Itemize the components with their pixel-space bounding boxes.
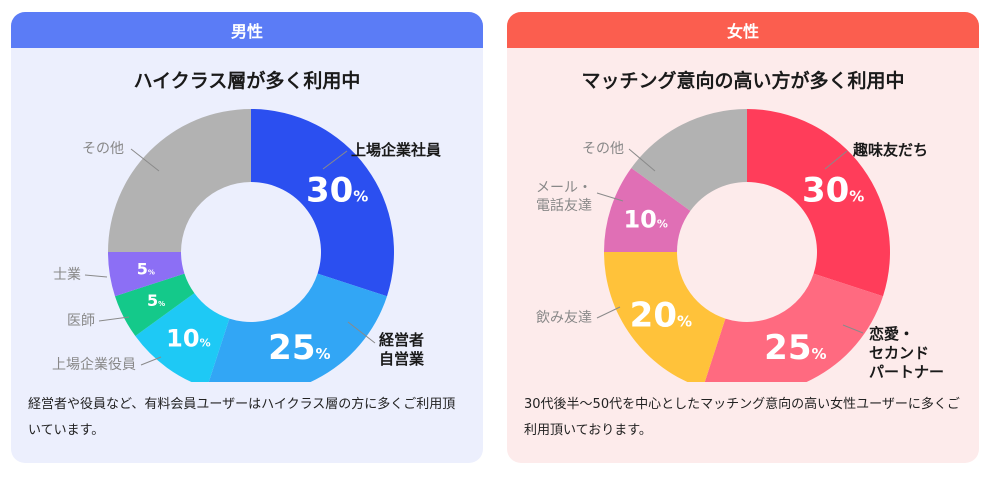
leader-line xyxy=(140,356,162,366)
slice-category-label: 飲み友達 xyxy=(536,310,592,326)
slice-category-label: その他 xyxy=(82,141,124,157)
leader-line xyxy=(98,316,130,322)
donut-slice xyxy=(631,109,747,211)
slice-percent-label: 5% xyxy=(147,291,165,310)
female-donut-chart: 30% 趣味友だち 25% 恋愛・セカンドパートナー 20% 飲み友達 10% メール・電話友… xyxy=(536,109,944,382)
donut-slice xyxy=(208,273,388,382)
slice-percent-label: 25% xyxy=(268,328,330,368)
female-description: 30代後半〜50代を中心としたマッチング意向の高い女性ユーザーに多くご利用頂いて… xyxy=(524,397,960,438)
donut-slice xyxy=(604,167,691,252)
leader-line xyxy=(842,324,864,334)
donut-slice xyxy=(747,109,890,297)
leader-line xyxy=(628,148,656,172)
slice-percent-label: 5% xyxy=(137,259,155,278)
slice-percent-label: 25% xyxy=(764,328,826,368)
leader-line xyxy=(130,148,160,172)
leader-line xyxy=(322,150,348,170)
male-chart-title: ハイクラス層が多く利用中 xyxy=(133,70,361,92)
slice-category-label: その他 xyxy=(582,141,624,157)
donut-slice xyxy=(704,273,884,382)
donut-slice xyxy=(604,252,726,382)
leader-line xyxy=(84,274,108,278)
donut-slice xyxy=(108,252,185,297)
slice-category-label: 医師 xyxy=(67,313,95,329)
slice-percent-label: 20% xyxy=(630,295,692,335)
slice-category-label: 士業 xyxy=(53,267,81,283)
slice-category-label: 恋愛・セカンドパートナー xyxy=(869,325,944,381)
slice-category-label: 上場企業社員 xyxy=(351,141,441,159)
male-card: 男性 ハイクラス層が多く利用中 30% 上場企業社員 25% 経営者自営業 10% 上場企… xyxy=(11,12,483,463)
leader-line xyxy=(596,192,624,202)
slice-percent-label: 10% xyxy=(166,325,210,353)
slice-percent-label: 30% xyxy=(306,170,368,210)
donut-slice xyxy=(251,109,394,297)
leader-line xyxy=(824,150,848,170)
male-header: 男性 xyxy=(11,12,483,48)
leader-line xyxy=(596,306,621,319)
female-card: 女性 マッチング意向の高い方が多く利用中 30% 趣味友だち 25% 恋愛・セカンドパ… xyxy=(507,12,979,463)
slice-category-label: 趣味友だち xyxy=(852,141,928,159)
slice-percent-label: 10% xyxy=(623,205,667,233)
slice-category-label: 経営者自営業 xyxy=(379,331,425,368)
donut-slice xyxy=(135,293,230,382)
donut-slice xyxy=(114,273,195,337)
slice-percent-label: 30% xyxy=(802,170,864,210)
slice-category-label: 上場企業役員 xyxy=(52,356,136,373)
donut-slice xyxy=(108,109,251,252)
leader-line xyxy=(347,321,376,344)
slice-category-label: メール・電話友達 xyxy=(536,180,592,214)
male-donut-chart: 30% 上場企業社員 25% 経営者自営業 10% 上場企業役員 5% 医師 5% 士業 その他 xyxy=(52,109,441,382)
female-chart-title: マッチング意向の高い方が多く利用中 xyxy=(581,70,905,92)
female-header: 女性 xyxy=(507,12,979,48)
male-description: 経営者や役員など、有料会員ユーザーはハイクラス層の方に多くご利用頂いています。 xyxy=(28,397,456,438)
